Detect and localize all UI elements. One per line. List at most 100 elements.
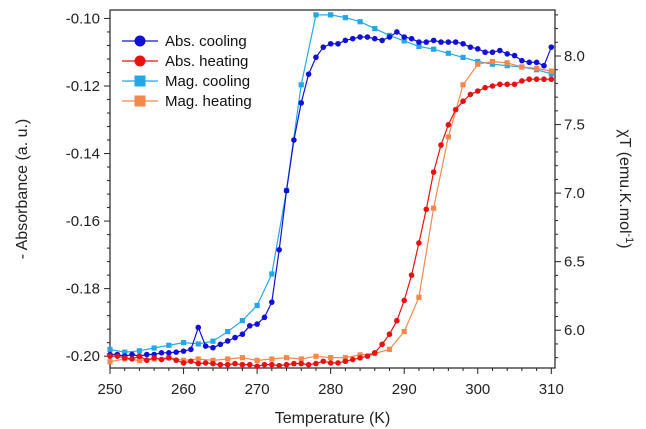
data-point: [533, 59, 540, 66]
data-point: [143, 357, 150, 364]
data-point: [283, 187, 290, 194]
y-left-tick-label: -0.12: [66, 78, 100, 95]
data-point: [254, 321, 260, 327]
data-point: [438, 142, 444, 148]
data-point: [107, 353, 113, 359]
data-point: [320, 358, 327, 365]
data-point: [335, 360, 341, 366]
data-point: [497, 47, 503, 54]
data-point: [379, 341, 385, 348]
data-point: [394, 317, 400, 324]
plot-frame: [109, 9, 556, 369]
x-tick-label: 300: [465, 381, 490, 398]
data-point: [445, 122, 452, 128]
legend-marker: [134, 35, 146, 47]
data-point: [217, 361, 224, 368]
data-point: [291, 360, 297, 367]
data-point: [357, 355, 363, 361]
data-point: [357, 352, 363, 358]
data-point: [107, 346, 113, 353]
data-point: [269, 356, 275, 362]
series-line: [110, 78, 552, 367]
data-point: [121, 355, 128, 361]
data-point: [357, 19, 363, 25]
data-point: [342, 37, 349, 44]
data-point: [489, 49, 496, 56]
data-point: [372, 25, 378, 32]
data-point: [504, 81, 510, 88]
data-point: [541, 76, 547, 83]
y-left-tick-label: -0.10: [66, 10, 100, 27]
data-point: [416, 294, 422, 300]
data-point: [114, 353, 121, 359]
data-point: [129, 351, 135, 358]
data-point: [423, 206, 430, 213]
data-point: [519, 78, 525, 84]
data-point: [416, 43, 422, 50]
data-point: [210, 360, 216, 367]
data-point: [511, 52, 518, 59]
data-point: [239, 318, 245, 324]
data-point: [188, 358, 194, 365]
data-point: [158, 356, 165, 363]
series-abs-heating: [107, 76, 555, 370]
x-tick-label: 260: [171, 381, 196, 398]
data-point: [269, 299, 275, 305]
y-right-tick-label: 8.0: [564, 48, 585, 65]
data-point: [246, 322, 253, 329]
data-point: [107, 359, 113, 365]
data-point: [519, 64, 525, 70]
data-point: [313, 360, 319, 367]
data-point: [276, 362, 282, 369]
data-point: [335, 40, 341, 47]
data-point: [467, 91, 474, 98]
data-point: [401, 38, 407, 44]
data-point: [379, 37, 385, 44]
y-right-axis-title-sup: -1: [623, 234, 635, 244]
data-point: [364, 34, 371, 40]
data-point: [460, 82, 466, 88]
data-point: [327, 360, 334, 366]
data-point: [386, 331, 393, 338]
data-point: [180, 339, 187, 346]
data-point: [239, 355, 245, 361]
data-point: [320, 44, 327, 50]
legend-label: Mag. cooling: [165, 73, 250, 90]
data-point: [291, 137, 297, 143]
data-point: [158, 350, 165, 356]
data-point: [195, 341, 201, 347]
data-point: [526, 76, 533, 83]
data-point: [438, 39, 444, 45]
data-point: [261, 314, 268, 321]
data-point: [541, 62, 547, 69]
data-point: [504, 60, 510, 66]
data-point: [180, 360, 187, 366]
data-point: [371, 350, 378, 356]
y-right-tick-label: 7.0: [564, 185, 585, 202]
data-point: [504, 51, 510, 57]
data-point: [460, 98, 466, 104]
data-point: [408, 272, 415, 278]
legend-label: Abs. heating: [165, 53, 248, 70]
data-point: [143, 351, 150, 358]
data-point: [548, 71, 554, 77]
data-point: [519, 57, 525, 64]
data-point: [408, 35, 415, 42]
data-point: [431, 46, 437, 52]
data-point: [313, 54, 319, 61]
data-point: [232, 334, 238, 341]
data-point: [489, 58, 496, 65]
data-point: [305, 361, 312, 368]
data-point: [136, 348, 143, 354]
data-point: [298, 100, 305, 106]
data-point: [475, 58, 481, 65]
data-point: [467, 44, 474, 50]
data-point: [195, 324, 202, 331]
data-point: [224, 361, 231, 368]
y-left-tick-label: -0.16: [66, 213, 100, 230]
data-point: [328, 355, 334, 361]
data-point: [452, 39, 459, 45]
data-point: [401, 297, 408, 304]
data-point: [173, 357, 179, 364]
